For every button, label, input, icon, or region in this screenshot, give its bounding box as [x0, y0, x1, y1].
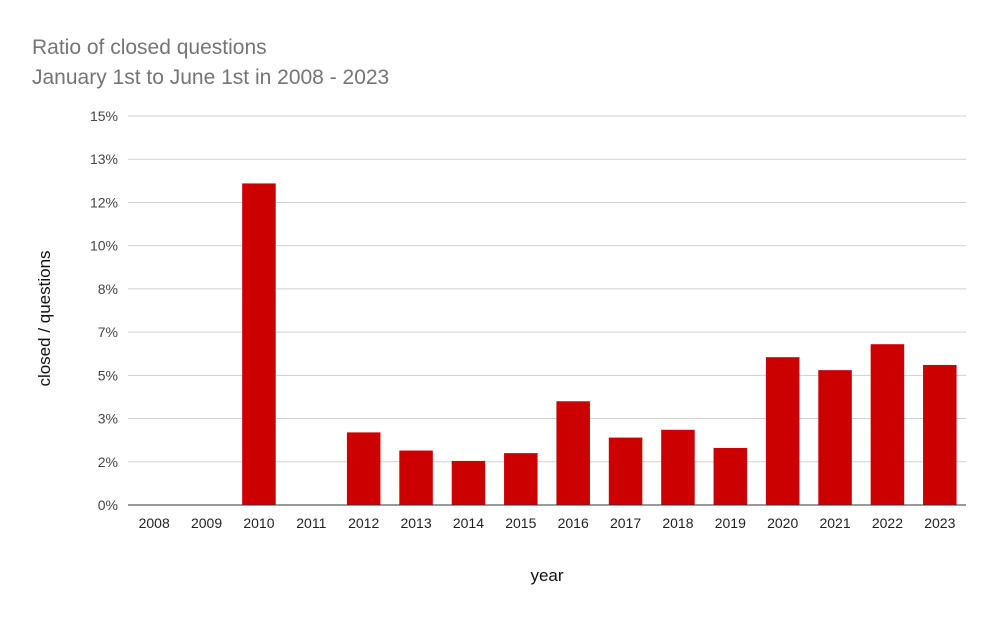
bar-2022	[870, 344, 905, 505]
bar-2016	[556, 401, 590, 505]
x-tick-label: 2011	[296, 515, 326, 531]
x-tick-label: 2013	[400, 515, 431, 531]
y-tick-label: 13%	[90, 151, 118, 167]
bar-2018	[661, 429, 695, 505]
x-tick-label: 2019	[715, 515, 746, 531]
bar-2020	[765, 357, 800, 505]
bar-2010	[242, 183, 276, 505]
x-tick-label: 2014	[453, 515, 484, 531]
bar-2015	[504, 453, 538, 505]
x-tick-label: 2009	[191, 515, 222, 531]
y-tick-label: 10%	[90, 238, 118, 254]
y-tick-label: 7%	[98, 324, 118, 340]
bar-2012	[346, 432, 381, 505]
bar-2014	[451, 460, 486, 505]
x-tick-label: 2017	[610, 515, 641, 531]
bar-2013	[399, 450, 433, 505]
x-tick-label: 2012	[348, 515, 379, 531]
x-tick-label: 2016	[558, 515, 589, 531]
bars-group	[242, 183, 957, 505]
chart-title-block: Ratio of closed questions January 1st to…	[32, 33, 389, 93]
x-tick-label: 2023	[924, 515, 955, 531]
x-tick-label: 2022	[872, 515, 903, 531]
bar-2019	[713, 447, 748, 505]
y-tick-label: 0%	[98, 497, 118, 513]
x-tick-label: 2021	[819, 515, 850, 531]
x-tick-label: 2015	[505, 515, 536, 531]
x-axis-ticks: 2008 2009 2010 2011 2012 2013 2014 2015 2016 2017…	[139, 515, 956, 531]
bar-2017	[608, 437, 643, 505]
bar-2023	[923, 364, 957, 505]
y-axis-label: closed / questions	[35, 250, 54, 386]
y-tick-label: 15%	[90, 108, 118, 124]
x-axis-label: year	[530, 566, 563, 585]
chart-title: Ratio of closed questions	[32, 36, 267, 59]
bar-2021	[818, 370, 852, 505]
x-tick-label: 2018	[662, 515, 693, 531]
y-tick-label: 2%	[98, 454, 118, 470]
y-tick-label: 5%	[98, 367, 118, 383]
y-tick-label: 3%	[98, 411, 118, 427]
x-tick-label: 2020	[767, 515, 798, 531]
x-tick-label: 2008	[139, 515, 170, 531]
y-tick-label: 12%	[90, 194, 118, 210]
x-tick-label: 2010	[243, 515, 274, 531]
chart-subtitle: January 1st to June 1st in 2008 - 2023	[32, 66, 390, 89]
y-tick-label: 8%	[98, 281, 118, 297]
y-axis-ticks: 0% 2% 3% 5% 7% 8% 10% 12% 13% 15%	[90, 108, 118, 513]
